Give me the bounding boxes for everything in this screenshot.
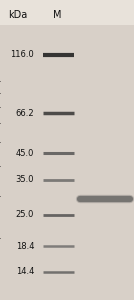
- Text: 116.0: 116.0: [10, 50, 34, 59]
- Text: 35.0: 35.0: [16, 175, 34, 184]
- Text: 45.0: 45.0: [16, 149, 34, 158]
- Text: kDa: kDa: [8, 10, 27, 20]
- Text: 66.2: 66.2: [16, 109, 34, 118]
- Text: 18.4: 18.4: [16, 242, 34, 251]
- Text: 25.0: 25.0: [16, 210, 34, 219]
- Text: 14.4: 14.4: [16, 268, 34, 277]
- Text: M: M: [53, 10, 62, 20]
